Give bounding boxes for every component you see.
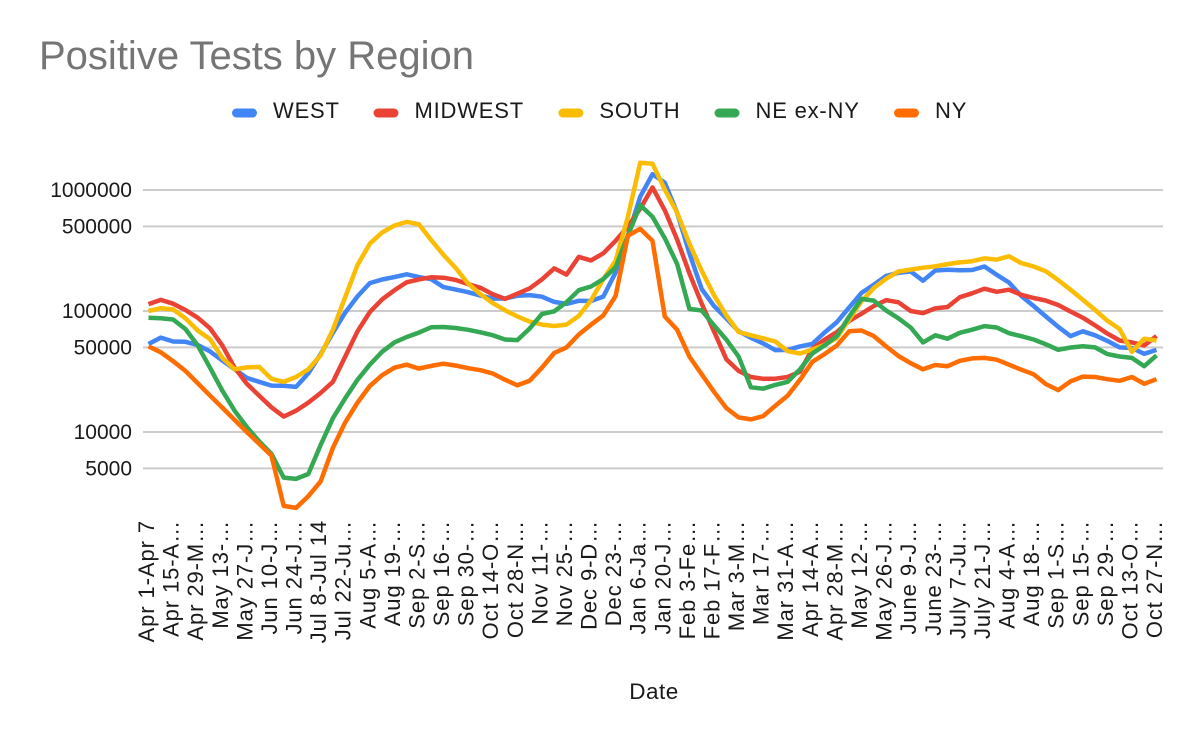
- svg-text:SOUTH: SOUTH: [599, 98, 680, 123]
- svg-text:Feb 17-F…: Feb 17-F…: [700, 520, 725, 639]
- svg-text:Aug 4-A…: Aug 4-A…: [995, 520, 1020, 629]
- svg-text:Sep 15-…: Sep 15-…: [1068, 520, 1093, 626]
- svg-text:WEST: WEST: [273, 98, 340, 123]
- svg-text:Date: Date: [629, 679, 679, 704]
- svg-text:Jul 8-Jul 14: Jul 8-Jul 14: [306, 520, 331, 643]
- svg-text:Oct 28-N…: Oct 28-N…: [503, 520, 528, 638]
- svg-text:Nov 11-…: Nov 11-…: [527, 520, 552, 625]
- svg-text:July 7-Ju…: July 7-Ju…: [945, 520, 970, 639]
- svg-text:MIDWEST: MIDWEST: [415, 98, 524, 123]
- svg-text:June 9-J…: June 9-J…: [896, 520, 921, 634]
- svg-text:Mar 3-M…: Mar 3-M…: [724, 520, 749, 631]
- svg-text:Apr 1-Apr 7: Apr 1-Apr 7: [134, 520, 159, 642]
- svg-text:May 12-…: May 12-…: [847, 520, 872, 629]
- svg-text:Jul 22-Ju…: Jul 22-Ju…: [331, 520, 356, 640]
- svg-text:Aug 19-…: Aug 19-…: [380, 520, 405, 626]
- svg-text:Aug 5-A…: Aug 5-A…: [355, 520, 380, 629]
- svg-text:Sep 1-S…: Sep 1-S…: [1044, 520, 1069, 629]
- svg-text:July 21-J…: July 21-J…: [970, 520, 995, 639]
- svg-text:Sep 29-…: Sep 29-…: [1093, 520, 1118, 626]
- svg-text:Mar 17-…: Mar 17-…: [749, 520, 774, 625]
- svg-text:Nov 25-…: Nov 25-…: [552, 520, 577, 626]
- svg-text:100000: 100000: [62, 300, 132, 323]
- svg-text:NE ex-NY: NE ex-NY: [756, 98, 860, 123]
- svg-text:Apr 14-A…: Apr 14-A…: [798, 520, 823, 637]
- svg-text:Oct 13-O…: Oct 13-O…: [1117, 520, 1142, 639]
- svg-text:500000: 500000: [62, 215, 132, 238]
- svg-text:Sep 16-…: Sep 16-…: [429, 520, 454, 626]
- svg-text:Aug 18-…: Aug 18-…: [1019, 520, 1044, 626]
- svg-text:June 23-…: June 23-…: [921, 520, 946, 636]
- svg-text:Sep 2-S…: Sep 2-S…: [404, 520, 429, 629]
- svg-text:Jan 6-Ja…: Jan 6-Ja…: [626, 520, 651, 634]
- svg-text:Apr 15-A…: Apr 15-A…: [159, 520, 184, 637]
- svg-text:Apr 29-M…: Apr 29-M…: [183, 520, 208, 641]
- svg-text:1000000: 1000000: [50, 179, 132, 202]
- svg-text:10000: 10000: [74, 421, 132, 444]
- svg-text:Dec 23-…: Dec 23-…: [601, 520, 626, 626]
- svg-text:Positive Tests by Region: Positive Tests by Region: [39, 34, 474, 78]
- svg-text:Feb 3-Fe…: Feb 3-Fe…: [675, 520, 700, 639]
- svg-text:50000: 50000: [74, 336, 132, 359]
- svg-text:Oct 27-N…: Oct 27-N…: [1142, 520, 1167, 638]
- svg-text:Jun 24-J…: Jun 24-J…: [282, 520, 307, 634]
- svg-text:Jan 20-J…: Jan 20-J…: [650, 520, 675, 634]
- svg-text:Oct 14-O…: Oct 14-O…: [478, 520, 503, 639]
- svg-text:Jun 10-J…: Jun 10-J…: [257, 520, 282, 634]
- svg-text:5000: 5000: [85, 457, 132, 480]
- svg-text:Sep 30-…: Sep 30-…: [454, 520, 479, 626]
- svg-text:May 13-…: May 13-…: [208, 520, 233, 629]
- svg-text:Mar 31-A…: Mar 31-A…: [773, 520, 798, 641]
- svg-text:May 27-J…: May 27-J…: [232, 520, 257, 641]
- svg-text:Apr 28-M…: Apr 28-M…: [822, 520, 847, 641]
- svg-text:NY: NY: [935, 98, 967, 123]
- svg-text:Dec 9-D…: Dec 9-D…: [577, 520, 602, 630]
- svg-text:May 26-J…: May 26-J…: [872, 520, 897, 641]
